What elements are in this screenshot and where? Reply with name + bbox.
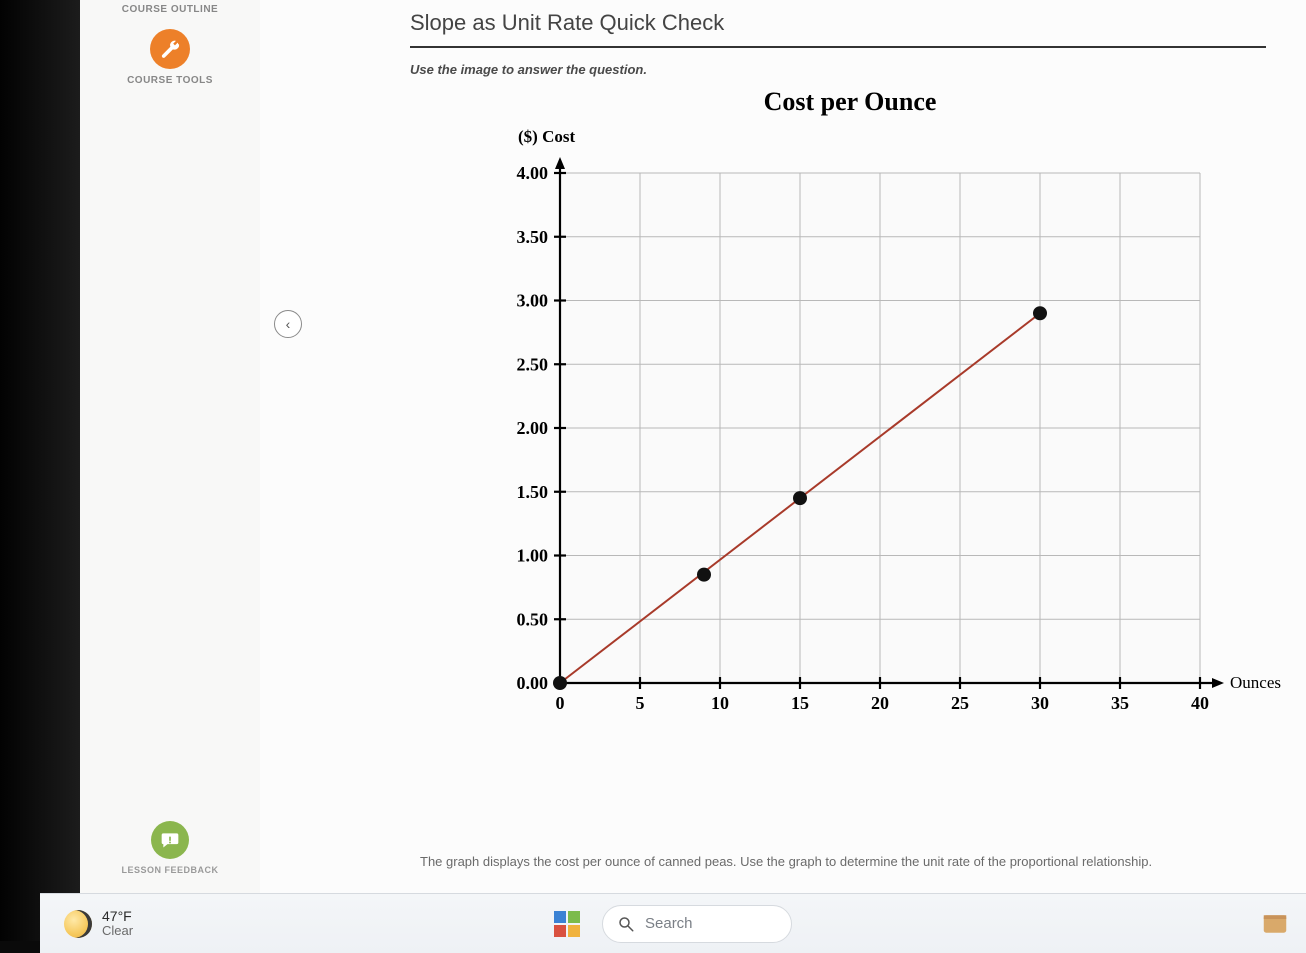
chart-svg: 0.000.501.001.502.002.503.003.504.000510…	[560, 163, 1240, 723]
svg-text:0: 0	[556, 693, 565, 713]
y-axis-label: ($) Cost	[518, 127, 575, 147]
weather-condition: Clear	[102, 924, 133, 938]
learning-app-window: COURSE OUTLINE COURSE TOOLS LESSON FEEDB…	[80, 0, 1306, 893]
svg-text:30: 30	[1031, 693, 1049, 713]
course-outline-label: COURSE OUTLINE	[80, 0, 260, 15]
svg-text:1.50: 1.50	[517, 482, 549, 502]
svg-text:1.00: 1.00	[517, 546, 549, 566]
svg-text:Ounces: Ounces	[1230, 673, 1281, 692]
svg-text:3.00: 3.00	[517, 291, 549, 311]
taskbar-center: Search	[554, 905, 792, 943]
svg-text:35: 35	[1111, 693, 1129, 713]
svg-text:10: 10	[711, 693, 729, 713]
svg-text:5: 5	[636, 693, 645, 713]
lesson-feedback-label: LESSON FEEDBACK	[80, 865, 260, 875]
chat-icon	[160, 830, 180, 850]
sidebar: COURSE OUTLINE COURSE TOOLS LESSON FEEDB…	[80, 0, 260, 893]
course-tools-button[interactable]	[150, 29, 190, 69]
svg-text:15: 15	[791, 693, 809, 713]
svg-text:4.00: 4.00	[517, 163, 549, 183]
course-tools-label: COURSE TOOLS	[80, 75, 260, 86]
wrench-icon	[159, 38, 181, 60]
svg-text:3.50: 3.50	[517, 227, 549, 247]
page-title: Slope as Unit Rate Quick Check	[410, 0, 1306, 46]
start-button[interactable]	[554, 911, 580, 937]
svg-text:25: 25	[951, 693, 969, 713]
svg-text:2.50: 2.50	[517, 354, 549, 374]
content-area: Slope as Unit Rate Quick Check Use the i…	[410, 0, 1306, 893]
weather-widget[interactable]: 47°F Clear	[40, 909, 133, 939]
windows-taskbar: 47°F Clear Search	[40, 893, 1306, 953]
chart-title: Cost per Ounce	[410, 87, 1290, 117]
svg-text:20: 20	[871, 693, 889, 713]
weather-temperature: 47°F	[102, 909, 133, 924]
photo-bezel-left	[0, 0, 80, 953]
svg-text:2.00: 2.00	[517, 418, 549, 438]
moon-icon	[64, 910, 92, 938]
question-caption: The graph displays the cost per ounce of…	[420, 854, 1286, 869]
chart-plot: 0.000.501.001.502.002.503.003.504.000510…	[560, 163, 1240, 723]
search-icon	[617, 915, 635, 933]
question-instruction: Use the image to answer the question.	[410, 48, 1306, 81]
lesson-feedback-button[interactable]	[151, 821, 189, 859]
collapse-sidebar-button[interactable]: ‹	[274, 310, 302, 338]
search-placeholder: Search	[645, 915, 693, 932]
svg-text:40: 40	[1191, 693, 1209, 713]
taskbar-app-icon[interactable]	[1260, 909, 1290, 939]
svg-text:0.50: 0.50	[517, 609, 549, 629]
chart-container: Cost per Ounce ($) Cost 0.00 0.50 1.00 1.50…	[410, 87, 1290, 807]
chevron-left-icon: ‹	[286, 317, 291, 331]
taskbar-search[interactable]: Search	[602, 905, 792, 943]
lesson-feedback-section: LESSON FEEDBACK	[80, 821, 260, 875]
svg-text:0.00: 0.00	[517, 673, 549, 693]
